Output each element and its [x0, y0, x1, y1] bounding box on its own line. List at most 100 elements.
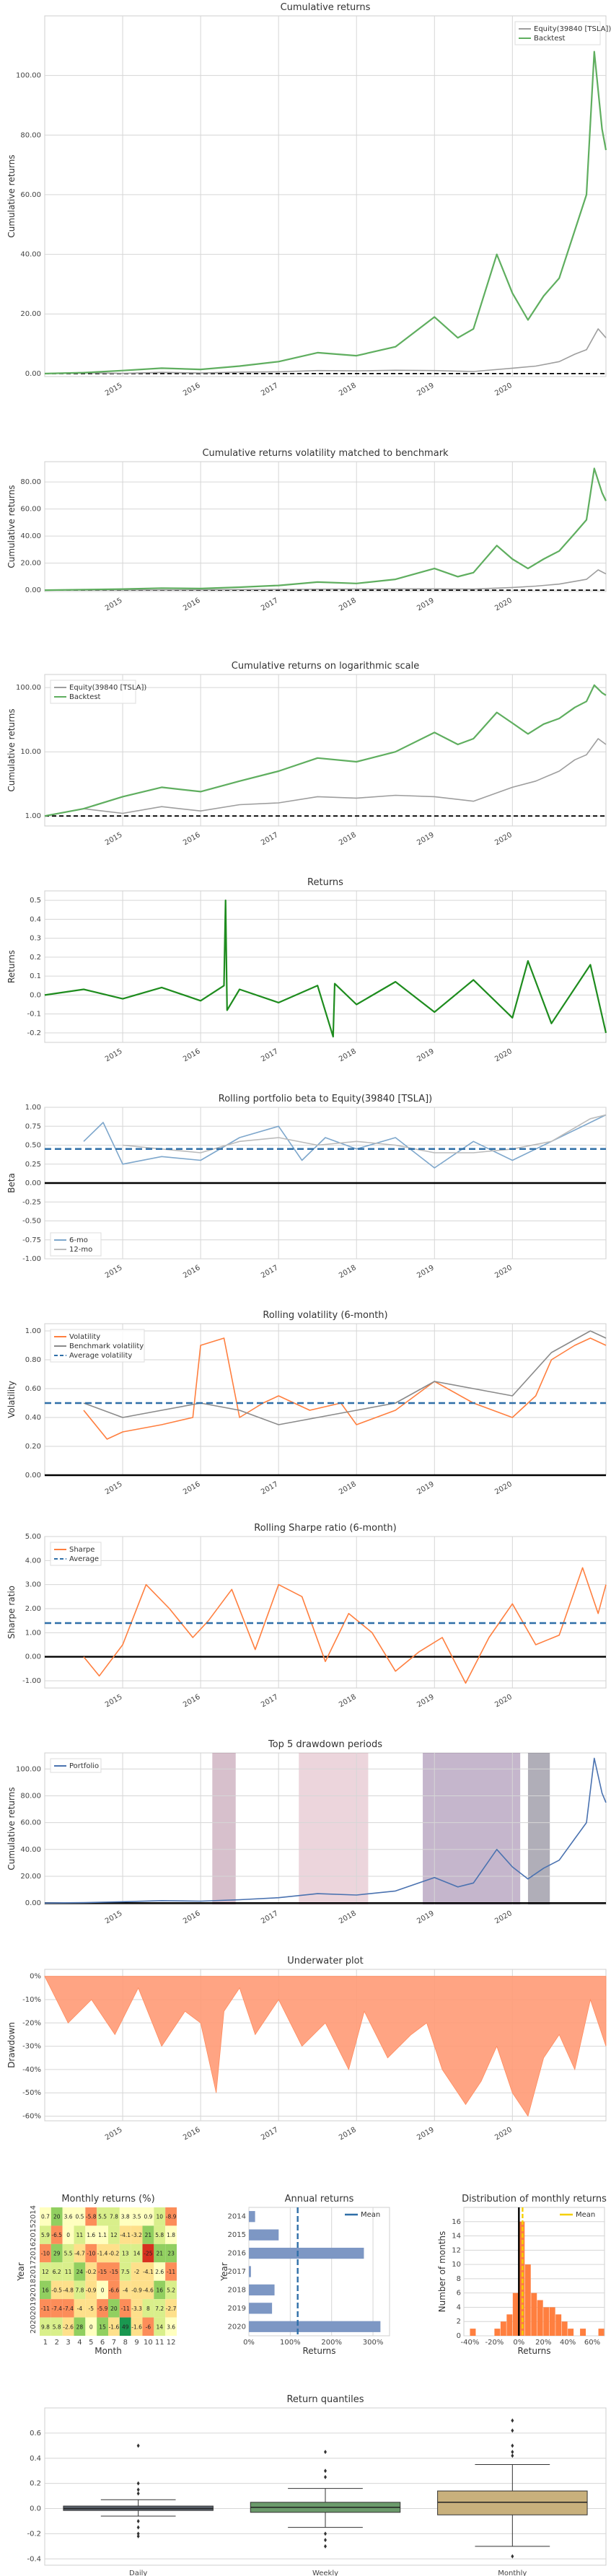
x-tick-label: 2020 [493, 1264, 514, 1280]
chart-beta: Rolling portfolio beta to Equity(39840 [… [6, 1094, 607, 1280]
box-flier [511, 2428, 514, 2433]
heatmap-cell-label: 13 [122, 2251, 129, 2257]
heatmap-cell-label: 8 [146, 2305, 150, 2312]
heatmap-cell [108, 2299, 120, 2318]
heatmap-cell-label: 1.8 [167, 2232, 175, 2238]
x-tick-label: 2015 [104, 1909, 124, 1925]
heatmap-cell [85, 2299, 97, 2318]
heatmap-cell-label: -4.7 [74, 2251, 85, 2257]
x-tick-label: 2016 [182, 1909, 202, 1925]
x-tick-label: 2018 [338, 1047, 358, 1063]
x-tick-label: 2018 [338, 597, 358, 612]
heatmap-cell-label: -2.6 [63, 2324, 74, 2330]
heatmap-cell [74, 2280, 86, 2300]
y-axis-label: Beta [6, 1173, 17, 1193]
heatmap-cell-label: 20 [110, 2305, 118, 2312]
heatmap-cell-label: -1.6 [109, 2324, 120, 2330]
x-tick-label: 2017 [260, 1047, 280, 1063]
x-tick-label: 2018 [338, 1480, 358, 1496]
box-flier [136, 2531, 140, 2536]
x-tick-label: 12 [167, 2339, 176, 2347]
heatmap-cell-label: -4 [123, 2287, 128, 2293]
heatmap-cell-label: 7.8 [110, 2214, 118, 2220]
annual-bar [249, 2321, 381, 2332]
heatmap-cell [50, 2243, 63, 2263]
x-axis-label: Returns [517, 2346, 550, 2356]
x-tick-label: 2018 [338, 2126, 358, 2142]
y-tick-label: 40.00 [20, 1846, 41, 1854]
y-tick-label: 4 [457, 2303, 461, 2311]
legend-label: Average [69, 1555, 99, 1563]
heatmap-cell [74, 2225, 86, 2244]
y-tick-label: 2018 [228, 2286, 246, 2294]
y-tick-label: 0.00 [25, 370, 41, 378]
heatmap-cell [85, 2225, 97, 2244]
hist-bar [519, 2221, 525, 2336]
heatmap-cell-label: 0.9 [144, 2214, 152, 2220]
heatmap-cell-label: 5.5 [64, 2251, 73, 2257]
heatmap-cell-label: -4.1 [120, 2232, 131, 2238]
box-flier [324, 2450, 327, 2455]
heatmap-cell-label: 0.7 [41, 2214, 50, 2220]
chart-uw: Underwater plot -60% -50% -40% -30% -20% -10% 0… [6, 1956, 607, 2142]
chart-title: Rolling volatility (6-month) [263, 1310, 387, 1321]
chart-title: Rolling Sharpe ratio (6-month) [254, 1523, 396, 1534]
heatmap-cell-label: 0 [89, 2324, 93, 2330]
chart-vol: Cumulative returns volatility matched to… [6, 448, 607, 612]
plot-area [44, 1536, 607, 1689]
x-tick-label: 100% [280, 2339, 301, 2347]
x-tick-label: 20% [535, 2339, 551, 2347]
heatmap-cell [40, 2207, 51, 2226]
chart-title: Cumulative returns on logarithmic scale [232, 661, 419, 672]
hist-bar [500, 2321, 506, 2336]
y-tick-label: 8 [457, 2275, 461, 2283]
heatmap-cell [85, 2243, 97, 2263]
heatmap-cell-label: -10 [87, 2251, 95, 2257]
heatmap-cell-label: 5.9 [41, 2232, 50, 2238]
y-tick-label: 0.25 [25, 1161, 41, 1169]
heatmap-cell [165, 2207, 177, 2226]
y-tick-label: 2017 [30, 2260, 38, 2278]
y-tick-label: 0.4 [30, 2455, 41, 2463]
heatmap-cell-label: -0.9 [131, 2287, 142, 2293]
box-flier [511, 2453, 514, 2458]
heatmap-cell [165, 2262, 177, 2281]
legend: 6-mo 12-mo [50, 1232, 102, 1257]
hist-bar [598, 2329, 605, 2336]
y-tick-label: 0 [457, 2332, 461, 2340]
heatmap-cell-label: -15 [98, 2269, 107, 2275]
heatmap-cell [131, 2280, 143, 2300]
heatmap-cell [165, 2280, 177, 2300]
heatmap-cell-label: 5.8 [155, 2232, 164, 2238]
box-flier [324, 2538, 327, 2543]
x-tick-label: 2019 [416, 597, 436, 612]
x-tick-label: 2017 [260, 2126, 280, 2142]
heatmap-cell [119, 2299, 131, 2318]
heatmap-cell [50, 2317, 63, 2336]
y-tick-label: 80.00 [20, 131, 41, 139]
box-flier [324, 2469, 327, 2474]
drawdown-area [44, 1976, 607, 2117]
heatmap-cell [50, 2225, 63, 2244]
heatmap-cell-label: -4.6 [143, 2287, 154, 2293]
series-line-equity-39840-tsla- [44, 328, 607, 374]
heatmap-cell [154, 2207, 166, 2226]
y-tick-label: -0.25 [22, 1198, 41, 1206]
heatmap-cell [131, 2243, 143, 2263]
heatmap-cell-label: 49 [122, 2324, 129, 2330]
heatmap-cell [142, 2280, 154, 2300]
heatmap-cell-label: -1.6 [131, 2324, 142, 2330]
y-axis-label: Sharpe ratio [6, 1586, 17, 1639]
heatmap-cell [50, 2207, 63, 2226]
heatmap-cell [154, 2262, 166, 2281]
plot-area [44, 15, 607, 377]
chart-ret: Returns -0.2 -0.1 0.0 0.1 0.2 0.3 0.4 0.5 2015 201… [6, 877, 607, 1063]
heatmap-cell [62, 2262, 74, 2281]
y-tick-label: -1.00 [22, 1677, 41, 1685]
x-tick-label: -20% [485, 2339, 504, 2347]
heatmap-cell [108, 2225, 120, 2244]
y-tick-label: 60.00 [20, 191, 41, 199]
x-tick-label: 2018 [338, 1264, 358, 1280]
heatmap-cell-label: -25 [144, 2251, 152, 2257]
y-tick-label: 2015 [30, 2223, 38, 2241]
